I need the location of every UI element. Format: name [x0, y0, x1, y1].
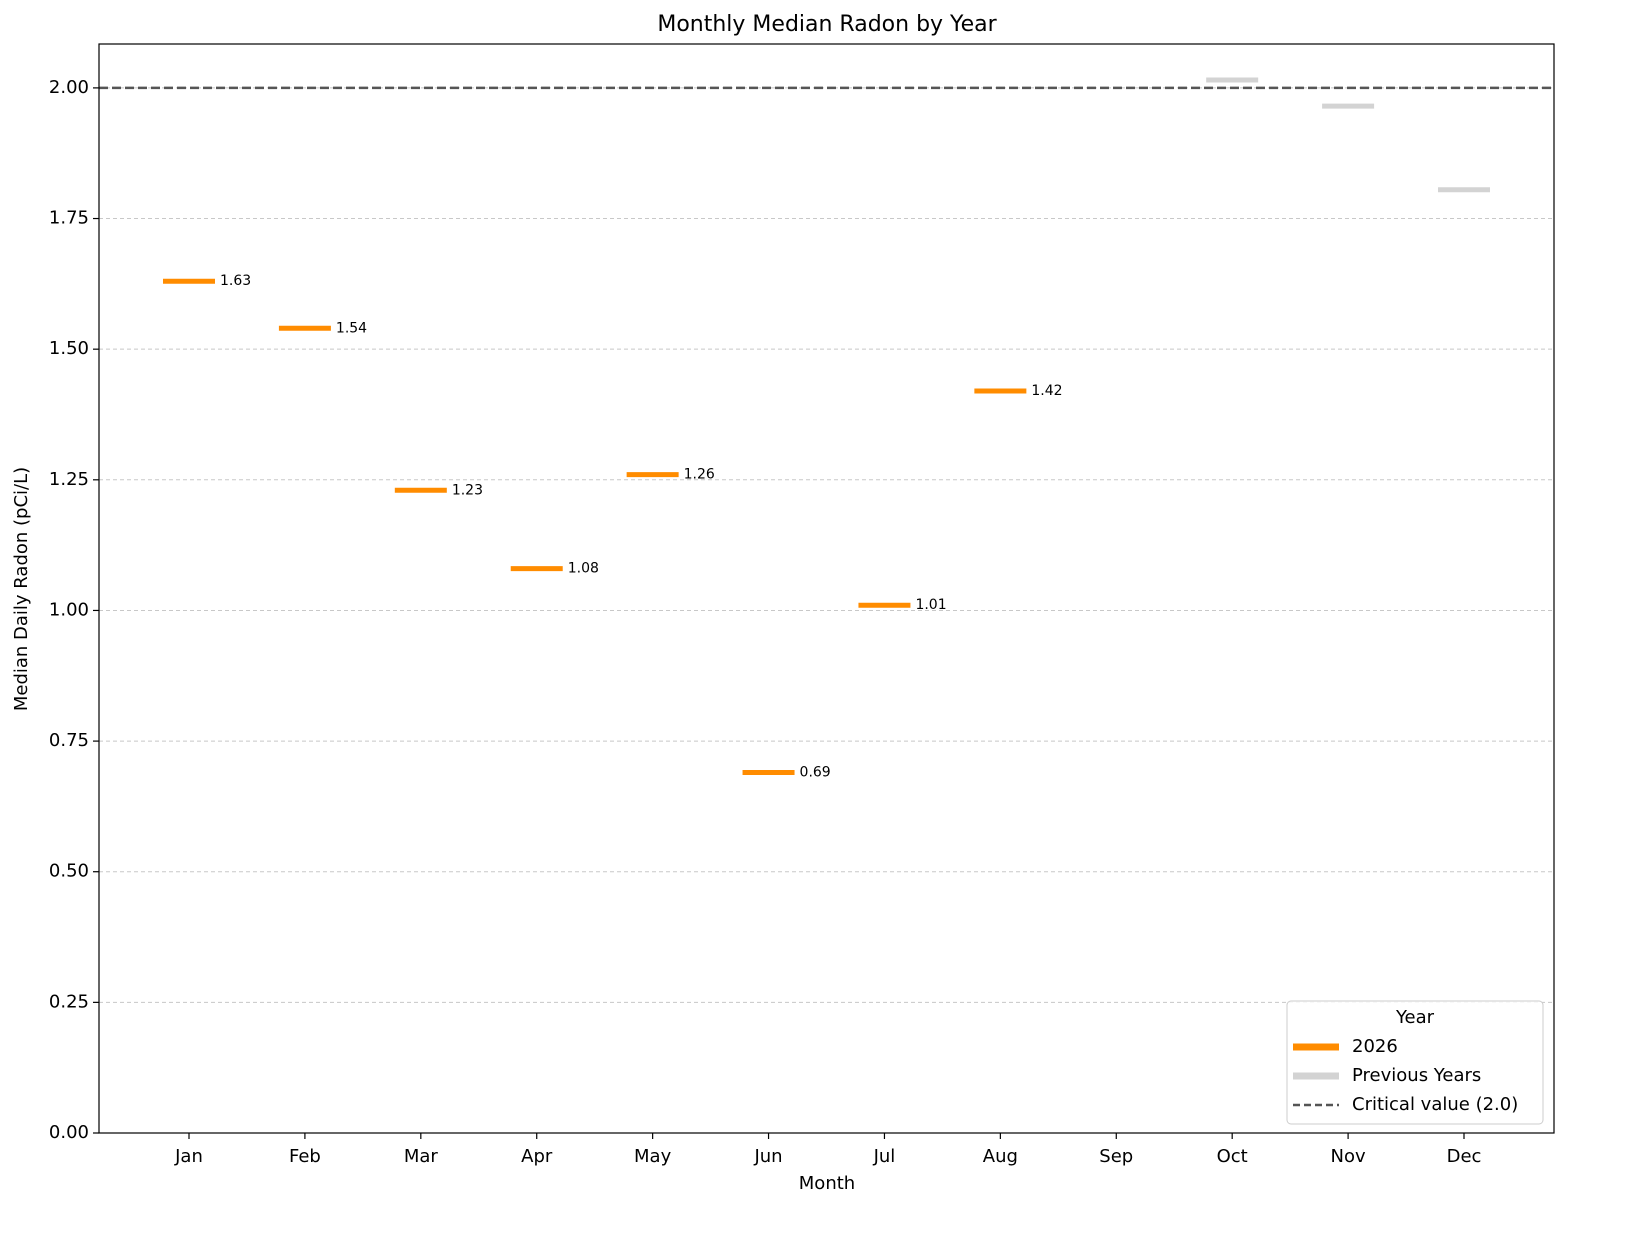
x-tick-label: Mar	[404, 1146, 439, 1167]
data-label: 1.42	[1031, 383, 1062, 399]
x-tick-label: Jun	[753, 1146, 782, 1167]
data-label: 1.54	[336, 320, 367, 336]
x-tick-label: Nov	[1331, 1146, 1366, 1167]
y-tick-label: 1.00	[49, 599, 89, 620]
x-tick-label: Dec	[1447, 1146, 1482, 1167]
y-tick-label: 0.00	[49, 1122, 89, 1143]
data-label: 1.26	[684, 467, 715, 483]
legend-label: 2026	[1352, 1036, 1398, 1057]
data-label: 0.69	[800, 764, 831, 780]
y-tick-label: 1.75	[49, 208, 89, 229]
y-axis-label: Median Daily Radon (pCi/L)	[11, 467, 32, 711]
y-tick-label: 2.00	[49, 77, 89, 98]
y-tick-label: 0.50	[49, 861, 89, 882]
x-tick-label: Oct	[1217, 1146, 1248, 1167]
legend-title: Year	[1395, 1007, 1435, 1028]
legend-box	[1286, 1000, 1544, 1125]
y-tick-label: 1.50	[49, 338, 89, 359]
legend-label: Critical value (2.0)	[1352, 1094, 1518, 1115]
plot-frame	[98, 43, 1555, 1134]
chart-title: Monthly Median Radon by Year	[657, 12, 997, 37]
x-tick-label: Apr	[521, 1146, 553, 1167]
data-label: 1.63	[220, 273, 251, 289]
x-axis-label: Month	[799, 1173, 855, 1194]
data-label: 1.23	[452, 482, 483, 498]
legend-label: Previous Years	[1352, 1065, 1481, 1086]
data-label: 1.08	[568, 561, 599, 577]
x-tick-label: May	[634, 1146, 672, 1167]
y-tick-label: 0.75	[49, 730, 89, 751]
x-tick-label: Aug	[983, 1146, 1018, 1167]
x-tick-label: Jul	[873, 1146, 896, 1167]
x-tick-label: Jan	[174, 1146, 203, 1167]
data-label: 1.01	[915, 597, 946, 613]
y-tick-label: 1.25	[49, 469, 89, 490]
y-tick-label: 0.25	[49, 991, 89, 1012]
x-tick-label: Sep	[1099, 1146, 1133, 1167]
x-tick-label: Feb	[289, 1146, 321, 1167]
